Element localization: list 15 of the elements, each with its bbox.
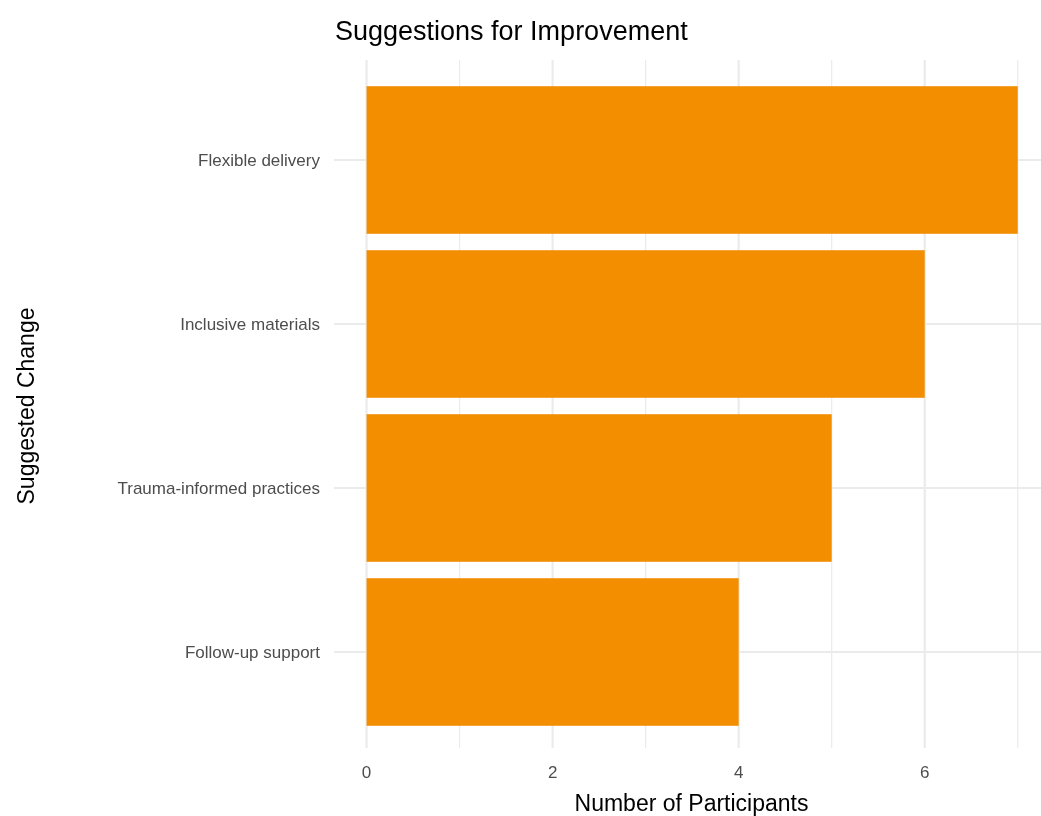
y-axis-title: Suggested Change: [13, 307, 39, 505]
x-tick-label: 2: [547, 763, 558, 782]
chart-title: Suggestions for Improvement: [335, 16, 689, 46]
bar: [366, 86, 1018, 234]
bar: [366, 414, 832, 562]
x-axis-title: Number of Participants: [574, 790, 809, 816]
x-tick-label: 0: [361, 763, 372, 782]
bar: [366, 250, 925, 398]
y-tick-label: Follow-up support: [184, 642, 321, 662]
y-tick-label: Trauma-informed practices: [117, 478, 320, 498]
bar: [366, 578, 739, 726]
y-tick-label: Flexible delivery: [198, 150, 321, 170]
y-tick-label: Inclusive materials: [180, 314, 320, 334]
x-tick-label: 6: [919, 763, 930, 782]
x-tick-label: 4: [733, 763, 744, 782]
